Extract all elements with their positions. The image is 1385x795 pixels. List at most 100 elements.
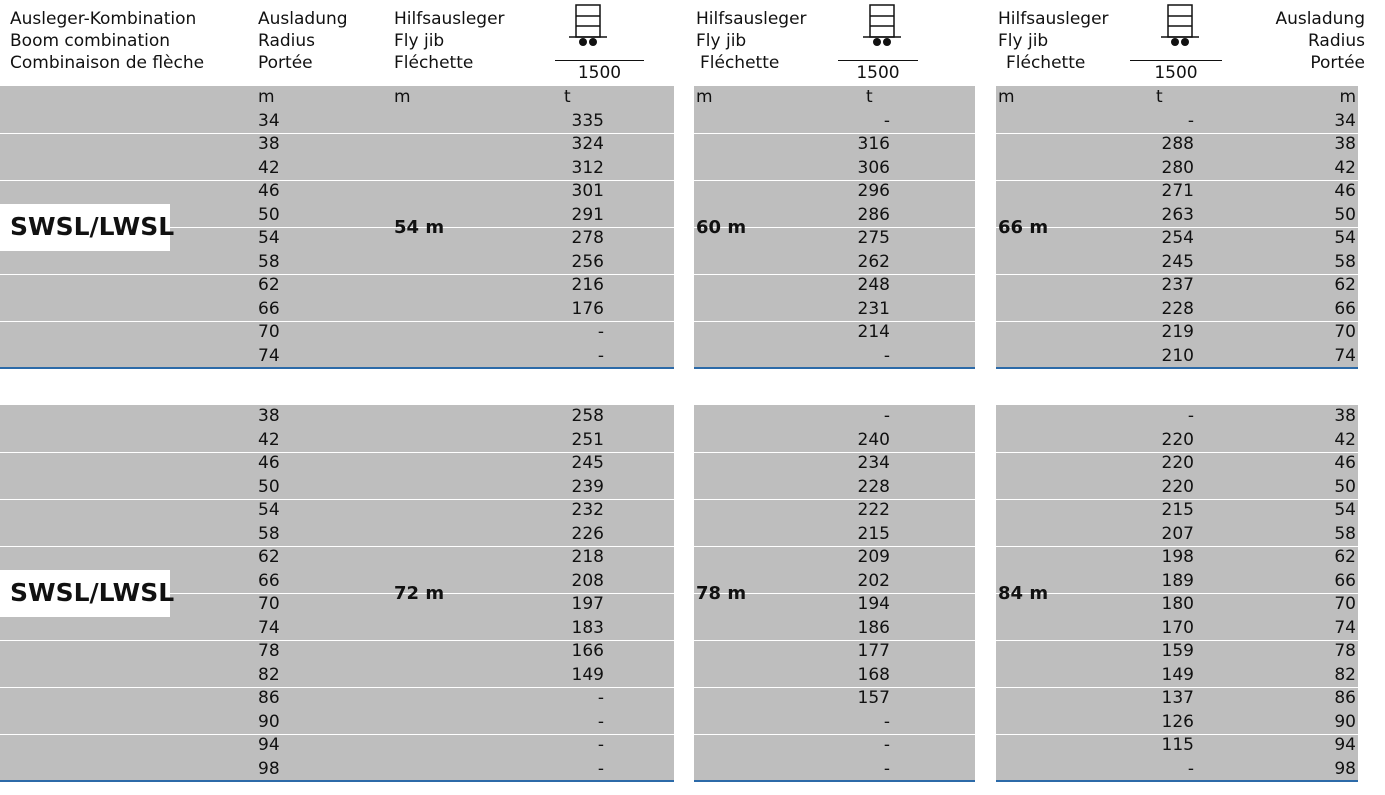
fly-jib-length: 54 m bbox=[394, 217, 445, 239]
load-value: 306 bbox=[857, 157, 890, 178]
load-value: 220 bbox=[1161, 453, 1194, 473]
row-separator bbox=[0, 686, 674, 688]
radius-value-right: 66 bbox=[1334, 298, 1356, 319]
radius-value-right: 58 bbox=[1334, 523, 1356, 544]
unit-label: m bbox=[1339, 87, 1356, 107]
radius-value: 90 bbox=[258, 711, 280, 732]
radius-value-right: 38 bbox=[1334, 134, 1356, 154]
load-value: 262 bbox=[857, 251, 890, 272]
row-band bbox=[996, 133, 1358, 180]
load-value: 296 bbox=[857, 181, 890, 201]
radius-value: 62 bbox=[258, 547, 280, 567]
radius-value: 74 bbox=[258, 617, 280, 638]
radius-value-right: 74 bbox=[1334, 617, 1356, 638]
radius-value-right: 54 bbox=[1334, 500, 1356, 520]
header-fly-jib-line: Hilfsausleger bbox=[394, 9, 505, 29]
load-value: 258 bbox=[571, 406, 604, 426]
radius-value-right: 42 bbox=[1334, 157, 1356, 178]
table-panel bbox=[996, 405, 1358, 782]
fly-jib-length: 66 m bbox=[998, 217, 1049, 239]
radius-value-right: 98 bbox=[1334, 758, 1356, 779]
load-value: 170 bbox=[1161, 617, 1194, 638]
load-value: 240 bbox=[857, 429, 890, 450]
load-value: 220 bbox=[1161, 429, 1194, 450]
load-value: 166 bbox=[571, 641, 604, 661]
boom-combination-label: SWSL/LWSL bbox=[10, 577, 175, 607]
header-fly-jib-line: Fly jib bbox=[394, 31, 445, 51]
load-value: 189 bbox=[1161, 570, 1194, 591]
load-value: 137 bbox=[1161, 688, 1194, 708]
load-value: - bbox=[883, 345, 890, 366]
load-value: 234 bbox=[857, 453, 890, 473]
load-value: 149 bbox=[1161, 664, 1194, 685]
row-band bbox=[996, 227, 1358, 274]
radius-value: 38 bbox=[258, 134, 280, 154]
row-separator bbox=[0, 592, 674, 594]
row-separator bbox=[996, 686, 1358, 688]
row-band bbox=[0, 734, 674, 781]
load-value: 214 bbox=[857, 322, 890, 342]
row-band bbox=[0, 321, 674, 368]
table-panel bbox=[0, 405, 674, 782]
load-value: - bbox=[883, 406, 890, 426]
radius-value-right: 34 bbox=[1334, 110, 1356, 131]
row-band bbox=[996, 593, 1358, 640]
load-value: 324 bbox=[571, 134, 604, 154]
header-underline bbox=[555, 60, 644, 61]
header-fly-jib-line: Fléchette bbox=[1006, 53, 1086, 73]
row-separator bbox=[996, 545, 1358, 547]
radius-value: 46 bbox=[258, 453, 280, 473]
header-fly-jib-line: Fléchette bbox=[394, 53, 474, 73]
load-value: 157 bbox=[857, 688, 890, 708]
row-separator bbox=[694, 226, 975, 228]
load-value: 245 bbox=[1161, 251, 1194, 272]
header-counterweight: 1500 bbox=[1154, 63, 1198, 83]
fly-jib-length: 72 m bbox=[394, 583, 445, 605]
radius-value-right: 46 bbox=[1334, 453, 1356, 473]
load-value: 198 bbox=[1161, 547, 1194, 567]
load-value: 237 bbox=[1161, 275, 1194, 295]
counterweight-trolley-icon bbox=[863, 4, 901, 46]
row-band bbox=[694, 274, 975, 321]
section-end-line bbox=[0, 367, 674, 369]
radius-value: 62 bbox=[258, 275, 280, 295]
load-value: 226 bbox=[571, 523, 604, 544]
row-band bbox=[996, 734, 1358, 781]
load-value: 210 bbox=[1161, 345, 1194, 366]
row-band bbox=[694, 640, 975, 687]
row-separator bbox=[694, 639, 975, 641]
unit-label: t bbox=[564, 87, 571, 107]
radius-value: 54 bbox=[258, 228, 280, 248]
unit-label: t bbox=[866, 87, 873, 107]
radius-value-right: 78 bbox=[1334, 641, 1356, 661]
row-band bbox=[0, 133, 674, 180]
load-value: - bbox=[883, 735, 890, 755]
radius-value: 50 bbox=[258, 476, 280, 497]
load-value: - bbox=[883, 758, 890, 779]
boom-combination-label: SWSL/LWSL bbox=[10, 211, 175, 241]
radius-value: 54 bbox=[258, 500, 280, 520]
load-value: 251 bbox=[571, 429, 604, 450]
row-separator bbox=[996, 498, 1358, 500]
radius-value-right: 50 bbox=[1334, 204, 1356, 225]
header-radius-line: Radius bbox=[258, 31, 316, 51]
load-value: 263 bbox=[1161, 204, 1194, 225]
row-separator bbox=[0, 320, 674, 322]
radius-value: 58 bbox=[258, 523, 280, 544]
header-radius-line: Ausladung bbox=[258, 9, 348, 29]
radius-value: 78 bbox=[258, 641, 280, 661]
fly-jib-length: 84 m bbox=[998, 583, 1049, 605]
load-value: - bbox=[883, 110, 890, 131]
row-band bbox=[0, 687, 674, 734]
load-value: 312 bbox=[571, 157, 604, 178]
load-value: 335 bbox=[571, 110, 604, 131]
radius-value: 74 bbox=[258, 345, 280, 366]
row-separator bbox=[694, 179, 975, 181]
row-band bbox=[996, 640, 1358, 687]
load-value: 231 bbox=[857, 298, 890, 319]
load-value: 280 bbox=[1161, 157, 1194, 178]
load-value: 232 bbox=[571, 500, 604, 520]
radius-value-right: 50 bbox=[1334, 476, 1356, 497]
row-band bbox=[694, 86, 975, 133]
row-band bbox=[996, 452, 1358, 499]
